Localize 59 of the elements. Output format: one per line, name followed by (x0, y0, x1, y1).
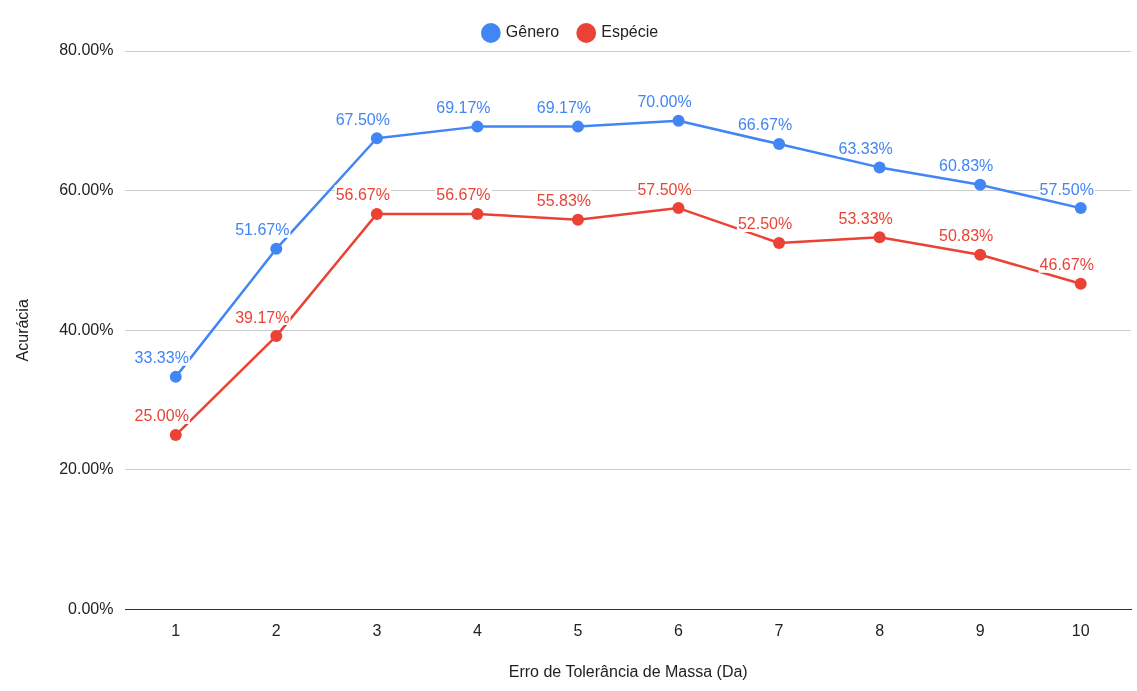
data-label: 56.67% (436, 186, 491, 204)
point (270, 242, 283, 255)
y-tick-label: 60.00% (59, 181, 114, 199)
x-tick-label: 9 (975, 621, 985, 639)
data-label: 33.33% (134, 349, 189, 367)
x-tick-label: 4 (472, 621, 482, 639)
data-label: 51.67% (235, 221, 290, 239)
point (773, 138, 786, 151)
point (471, 207, 484, 220)
y-tick-label: 0.00% (68, 600, 114, 618)
x-tick-label: 2 (271, 621, 281, 639)
data-label: 63.33% (838, 139, 893, 157)
point (672, 114, 685, 127)
data-label: 53.33% (838, 209, 893, 227)
point (571, 213, 584, 226)
point (974, 178, 987, 191)
legend-label: Espécie (601, 23, 659, 41)
data-label: 46.67% (1039, 256, 1094, 274)
data-label: 55.83% (536, 192, 592, 210)
x-tick-label: 7 (774, 621, 784, 639)
point (471, 120, 484, 133)
x-tick-label: 5 (573, 621, 583, 639)
point (370, 207, 383, 220)
data-label: 57.50% (637, 180, 692, 198)
x-tick-label: 1 (171, 621, 181, 639)
legend-label: Gênero (505, 23, 560, 41)
point (873, 231, 886, 244)
point (873, 161, 886, 174)
data-label: 25.00% (134, 407, 189, 425)
data-label: 56.67% (335, 186, 390, 204)
point (974, 248, 987, 261)
point (370, 132, 383, 145)
x-tick-label: 3 (372, 621, 382, 639)
data-label: 66.67% (737, 116, 793, 134)
point (571, 120, 584, 133)
x-tick-label: 6 (674, 621, 684, 639)
data-label: 67.50% (335, 110, 390, 128)
point (1074, 202, 1087, 215)
y-tick-label: 40.00% (59, 320, 114, 338)
y-tick-label: 80.00% (59, 41, 114, 59)
data-label: 70.00% (637, 93, 692, 111)
data-label: 39.17% (235, 308, 290, 326)
point (270, 330, 283, 343)
x-axis-title: Erro de Tolerância de Massa (Da) (508, 662, 748, 680)
y-tick-label: 20.00% (59, 460, 114, 478)
data-label: 69.17% (436, 99, 491, 117)
point (1074, 277, 1087, 290)
x-tick-label: 8 (875, 621, 885, 639)
data-label: 57.50% (1039, 180, 1094, 198)
x-tick-label: 10 (1071, 621, 1090, 639)
point (169, 370, 182, 383)
data-label: 50.83% (939, 227, 994, 245)
data-label: 52.50% (737, 215, 793, 233)
data-label: 60.83% (939, 157, 994, 175)
point (169, 429, 182, 442)
point (672, 202, 685, 215)
data-label: 69.17% (536, 99, 592, 117)
y-axis-title: Acurácia (14, 299, 32, 362)
point (773, 237, 786, 250)
